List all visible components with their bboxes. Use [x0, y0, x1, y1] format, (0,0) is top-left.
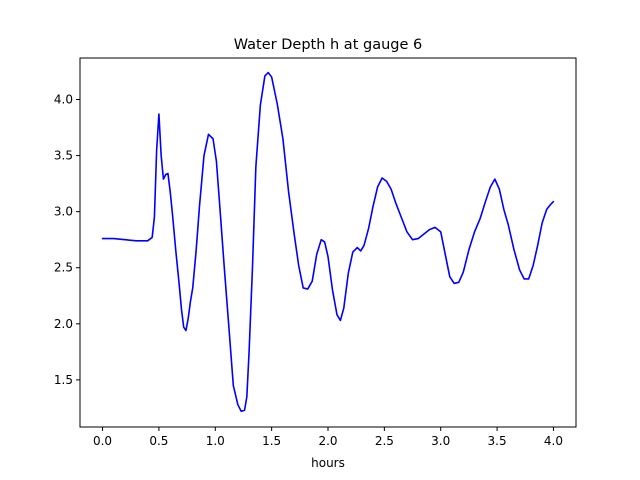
y-tick-label: 2.0	[54, 317, 73, 331]
chart-title: Water Depth h at gauge 6	[234, 37, 422, 53]
x-tick-label: 2.0	[318, 434, 337, 448]
y-tick-label: 1.5	[54, 373, 73, 387]
series-line-0	[101, 71, 555, 413]
x-tick-label: 3.5	[488, 434, 507, 448]
plot-area	[101, 71, 555, 413]
x-tick-label: 4.0	[544, 434, 563, 448]
x-tick-label: 0.5	[149, 434, 168, 448]
x-tick-label: 0.0	[93, 434, 112, 448]
x-tick-label: 2.5	[375, 434, 394, 448]
x-tick-label: 1.5	[262, 434, 281, 448]
y-tick-label: 4.0	[54, 92, 73, 106]
y-tick-label: 3.0	[54, 205, 73, 219]
x-axis: 0.0 0.5 1.0 1.5 2.0 2.5 3.0 3.5 4.0	[93, 427, 563, 448]
x-axis-label: hours	[311, 456, 345, 470]
y-tick-label: 2.5	[54, 261, 73, 275]
y-axis: 1.5 2.0 2.5 3.0 3.5 4.0	[54, 92, 80, 387]
y-tick-label: 3.5	[54, 149, 73, 163]
x-tick-label: 3.0	[431, 434, 450, 448]
x-tick-label: 1.0	[206, 434, 225, 448]
